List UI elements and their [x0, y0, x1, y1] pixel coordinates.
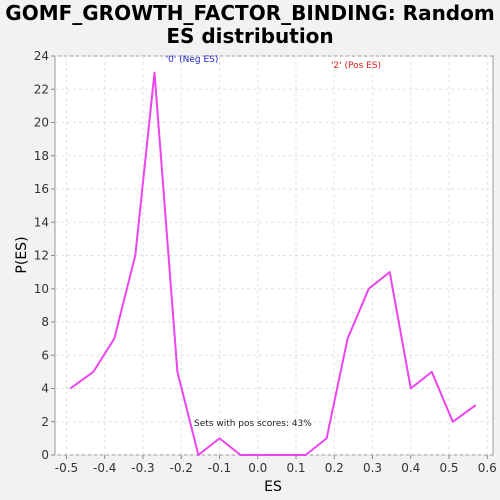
x-tick-label: -0.5 [55, 461, 78, 475]
x-tick-label: -0.3 [131, 461, 154, 475]
x-tick-label: -0.4 [93, 461, 116, 475]
x-tick-label: 0.0 [248, 461, 267, 475]
y-tick-label: 2 [41, 415, 49, 429]
x-tick-label: 0.1 [286, 461, 305, 475]
y-tick-label: 16 [34, 182, 49, 196]
y-tick-label: 12 [34, 249, 49, 263]
x-tick-label: 0.3 [363, 461, 382, 475]
y-tick-label: 10 [34, 282, 49, 296]
y-tick-label: 6 [41, 348, 49, 362]
x-axis-label: ES [264, 479, 282, 495]
chart-title: GOMF_GROWTH_FACTOR_BINDING: Random ES di… [5, 1, 495, 48]
x-tick-label: -0.1 [208, 461, 231, 475]
y-tick-label: 4 [41, 382, 49, 396]
y-tick-label: 24 [34, 49, 49, 63]
x-tick-label: 0.6 [478, 461, 497, 475]
x-tick-label: 0.5 [439, 461, 458, 475]
y-tick-label: 18 [34, 149, 49, 163]
y-tick-label: 22 [34, 82, 49, 96]
x-tick-label: 0.4 [401, 461, 420, 475]
annotation-neg-es: '0' (Neg ES) [166, 55, 219, 65]
y-tick-label: 0 [41, 448, 49, 462]
y-axis-label: P(ES) [14, 236, 30, 273]
grid [55, 55, 493, 456]
y-tick-label: 14 [34, 215, 49, 229]
x-axis: -0.5 -0.4 -0.3 -0.2 -0.1 0.0 0.1 0.2 0.3 0.4 0.5 0.… [55, 455, 497, 475]
annotation-pos-scores: Sets with pos scores: 43% [194, 419, 312, 429]
y-tick-label: 8 [41, 315, 49, 329]
x-tick-label: -0.2 [170, 461, 193, 475]
y-tick-label: 20 [34, 116, 49, 130]
x-tick-label: 0.2 [325, 461, 344, 475]
series-line [69, 71, 477, 456]
annotation-pos-es: '2' (Pos ES) [331, 61, 381, 71]
